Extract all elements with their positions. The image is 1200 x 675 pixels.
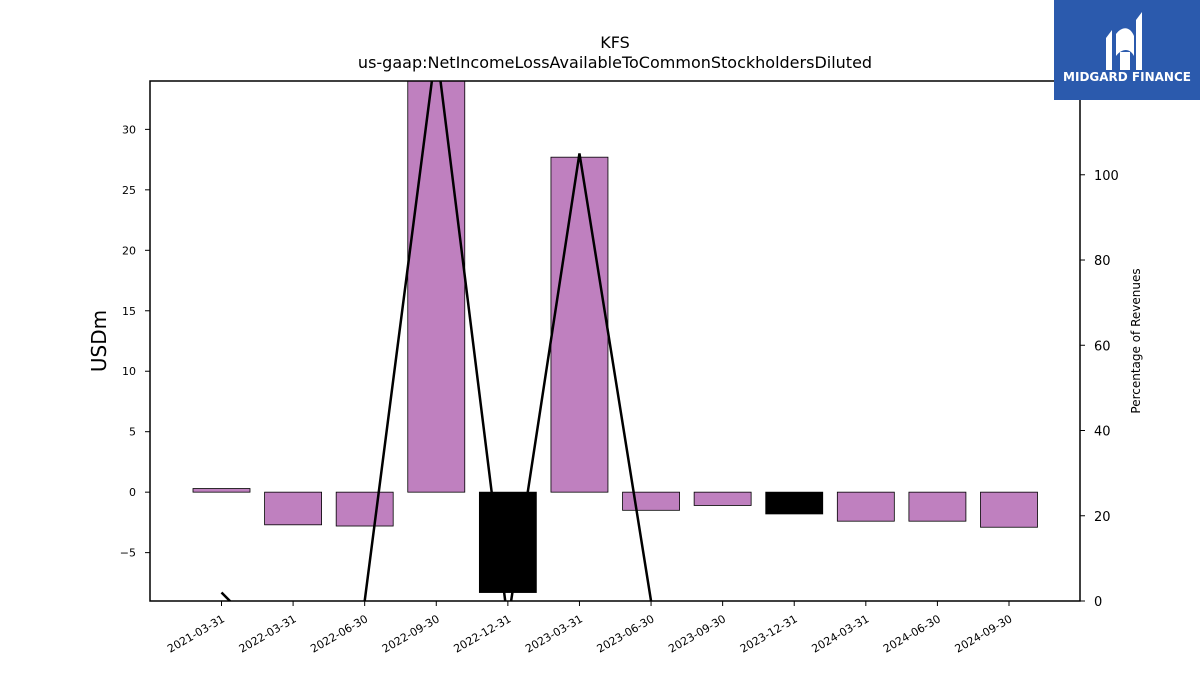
y2-tick-label: 80 bbox=[1094, 254, 1111, 269]
bar-2023-09-30 bbox=[693, 491, 752, 506]
percentage-line bbox=[220, 81, 653, 601]
bar-2024-06-30 bbox=[908, 491, 967, 522]
bar-2022-09-30 bbox=[407, 81, 466, 493]
bar-2024-09-30 bbox=[980, 491, 1038, 528]
y-tick-label: 20 bbox=[122, 244, 136, 257]
logo-text: MIDGARD FINANCE bbox=[1063, 70, 1191, 84]
x-tick-label: 2022-09-30 bbox=[380, 612, 442, 655]
y-axis-label: USDm bbox=[87, 310, 111, 372]
chart-subtitle: us-gaap:NetIncomeLossAvailableToCommonSt… bbox=[358, 53, 872, 72]
y2-axis-label: Percentage of Revenues bbox=[1129, 268, 1143, 413]
x-tick-label: 2024-09-30 bbox=[953, 612, 1015, 655]
y2-tick-label: 0 bbox=[1094, 595, 1102, 610]
x-tick-label: 2024-06-30 bbox=[881, 612, 943, 655]
bar-2022-06-30 bbox=[335, 491, 394, 527]
y-tick-label: 0 bbox=[129, 486, 136, 499]
y2-tick-label: 20 bbox=[1094, 510, 1111, 525]
y-tick-label: 25 bbox=[122, 184, 136, 197]
midgard-finance-logo: MIDGARD FINANCE bbox=[1054, 0, 1200, 100]
x-tick-label: 2023-09-30 bbox=[666, 612, 728, 655]
logo-mark-icon bbox=[1106, 12, 1142, 70]
x-tick-label: 2023-03-31 bbox=[523, 612, 585, 655]
plot-frame bbox=[149, 80, 1081, 602]
y-tick-label: 30 bbox=[122, 123, 136, 136]
x-tick-label: 2024-03-31 bbox=[809, 612, 871, 655]
y2-tick-label: 100 bbox=[1094, 169, 1119, 184]
x-tick-label: 2023-06-30 bbox=[595, 612, 657, 655]
plot-area bbox=[192, 81, 1038, 601]
bar-2023-06-30 bbox=[622, 491, 680, 511]
x-tick-label: 2022-12-31 bbox=[451, 612, 513, 655]
y-tick-label: −5 bbox=[120, 547, 136, 560]
y-tick-label: 10 bbox=[122, 365, 136, 378]
bar-2023-12-31 bbox=[765, 491, 824, 515]
bar-2023-03-31 bbox=[550, 156, 609, 493]
bar-2022-12-31 bbox=[478, 491, 537, 593]
logo-graphic: MIDGARD FINANCE bbox=[1054, 0, 1200, 100]
x-tick-label: 2023-12-31 bbox=[738, 612, 800, 655]
bar-2024-03-31 bbox=[836, 491, 895, 522]
y2-tick-label: 60 bbox=[1094, 339, 1111, 354]
y-tick-label: 5 bbox=[129, 426, 136, 439]
bar-2022-03-31 bbox=[264, 491, 322, 526]
y-tick-label: 15 bbox=[122, 305, 136, 318]
bar-2021-03-31 bbox=[192, 488, 251, 493]
x-tick-label: 2021-03-31 bbox=[165, 612, 227, 655]
chart-title: KFS bbox=[600, 33, 630, 52]
y2-tick-label: 40 bbox=[1094, 425, 1111, 440]
x-tick-label: 2022-06-30 bbox=[308, 612, 370, 655]
x-tick-label: 2022-03-31 bbox=[237, 612, 299, 655]
